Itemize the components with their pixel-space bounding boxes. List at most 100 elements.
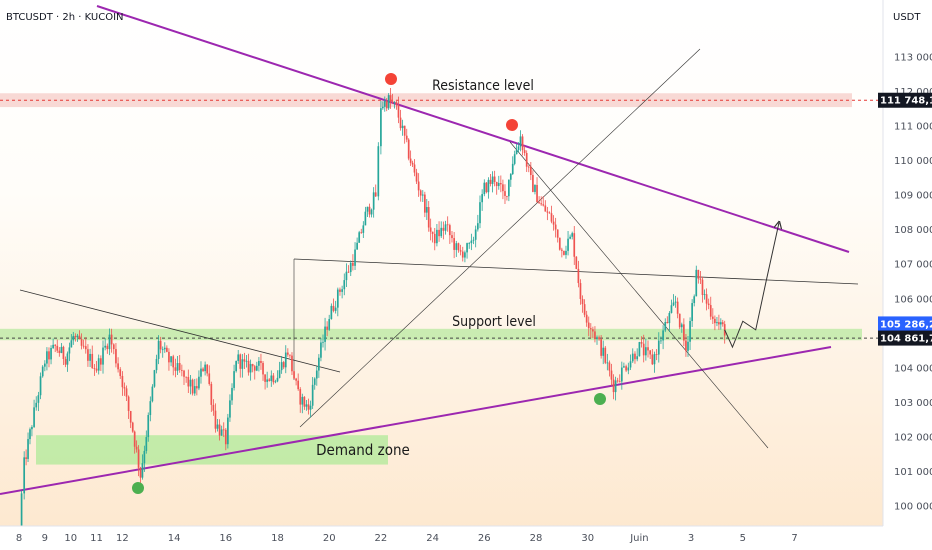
candle-body: [534, 184, 536, 192]
candle-body: [653, 354, 656, 365]
candle-body: [495, 181, 498, 187]
candle-body: [709, 305, 712, 317]
candle-body: [561, 249, 563, 251]
candle-body: [54, 344, 57, 346]
time-tick-label: 24: [426, 533, 439, 544]
candle-body: [618, 381, 621, 383]
candle-body: [299, 389, 302, 405]
candle-body: [634, 353, 636, 360]
candle-body: [123, 387, 126, 389]
candle-body: [322, 341, 324, 343]
candle-body: [705, 294, 708, 304]
candle-body: [264, 374, 266, 382]
candle-body: [222, 429, 225, 431]
candle-body: [326, 326, 328, 330]
candle-body: [616, 380, 619, 382]
candle-body: [266, 379, 269, 382]
candle-body: [642, 343, 645, 356]
time-axis-panel[interactable]: [0, 526, 932, 550]
candle-body: [362, 225, 365, 233]
candle-body: [181, 369, 183, 371]
candle-body: [84, 346, 87, 350]
candle-body: [249, 364, 252, 373]
candle-body: [716, 322, 718, 324]
candle-body: [309, 405, 312, 410]
candle-body: [693, 296, 696, 304]
candle-body: [511, 163, 514, 175]
candles-layer: [20, 87, 726, 533]
candle-body: [174, 367, 177, 371]
candle-body: [421, 194, 424, 196]
candle-body: [297, 380, 300, 390]
candle-body: [25, 457, 27, 459]
candle-body: [689, 321, 691, 342]
candle-body: [187, 376, 190, 387]
candle-body: [523, 150, 526, 154]
price-tick-label: 101 000,0: [894, 467, 932, 478]
candle-body: [135, 446, 138, 450]
candle-body: [604, 347, 607, 363]
time-tick-label: 3: [688, 533, 694, 544]
level-price-tag[interactable]: [878, 92, 932, 108]
candle-body: [343, 280, 346, 290]
candle-body: [645, 347, 647, 356]
time-tick-label: 8: [16, 533, 22, 544]
price-tick-label: 111 000,0: [894, 122, 932, 133]
candle-body: [657, 340, 660, 355]
candle-body: [102, 347, 104, 365]
candle-body: [411, 162, 414, 165]
price-tick-label: 100 000,0: [894, 502, 932, 513]
price-axis-panel[interactable]: [883, 0, 932, 526]
candle-body: [703, 294, 706, 296]
time-tick-label: 28: [530, 533, 543, 544]
candle-body: [387, 95, 390, 109]
candle-body: [260, 360, 262, 363]
candle-body: [506, 195, 508, 197]
candle-body: [625, 366, 627, 371]
candle-body: [62, 346, 65, 360]
candle-body: [468, 243, 471, 244]
candle-body: [413, 164, 416, 173]
candle-body: [399, 117, 402, 129]
candle-body: [427, 207, 430, 228]
time-tick-label: 14: [168, 533, 181, 544]
time-tick-label: 26: [478, 533, 491, 544]
candle-body: [425, 207, 428, 213]
candle-body: [380, 108, 382, 147]
rising-channel-line: [299, 48, 701, 428]
time-tick-label: 10: [64, 533, 77, 544]
candle-body: [245, 360, 248, 362]
candle-body: [229, 400, 231, 418]
candle-body: [466, 243, 468, 253]
support-band: [0, 328, 862, 341]
candle-body: [243, 359, 246, 362]
candle-body: [718, 322, 720, 325]
candle-body: [200, 368, 202, 377]
candle-body: [315, 370, 318, 379]
candle-body: [721, 322, 724, 325]
resistance-touch-marker: [385, 73, 397, 85]
candle-body: [227, 417, 229, 445]
candle-body: [366, 206, 369, 212]
candle-body: [284, 352, 287, 368]
candle-body: [82, 345, 85, 347]
candle-body: [44, 363, 46, 367]
candle-body: [155, 358, 158, 371]
candle-body: [695, 269, 698, 297]
candle-body: [286, 352, 289, 355]
candle-body: [208, 373, 211, 384]
candle-body: [701, 279, 704, 295]
candle-body: [556, 229, 559, 238]
candle-body: [563, 250, 565, 255]
candle-body: [493, 176, 496, 182]
candle-body: [112, 344, 115, 350]
candle-body: [131, 422, 134, 432]
candle-body: [389, 95, 392, 102]
level-price-tag[interactable]: [878, 330, 932, 346]
candle-body: [139, 467, 142, 478]
candle-body: [237, 354, 240, 361]
candle-body: [423, 194, 426, 213]
price-tag-value: 104 861,7: [880, 334, 932, 345]
resistance-label: Resistance level: [432, 78, 534, 94]
candle-body: [697, 269, 700, 279]
